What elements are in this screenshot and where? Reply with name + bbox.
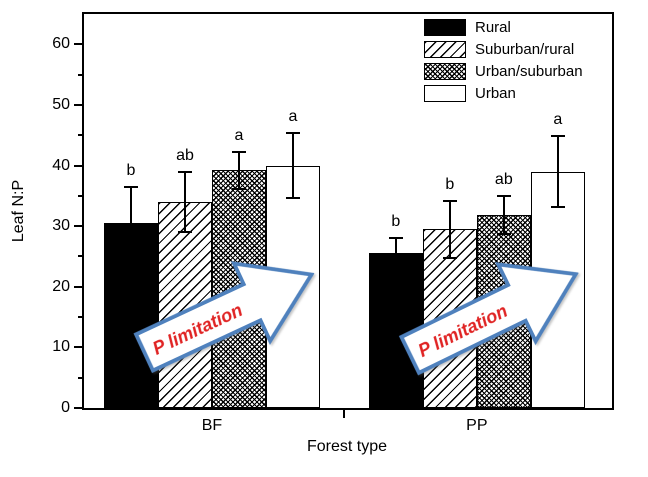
error-bar-cap-top <box>177 170 192 173</box>
arrow-shape <box>398 262 579 376</box>
y-axis-title: Leaf N:P <box>10 179 27 243</box>
legend-swatch-white <box>424 85 466 102</box>
y-minor-tick <box>78 73 82 76</box>
sig-letter: a <box>234 127 244 145</box>
x-minor-tick <box>343 410 346 418</box>
error-bar-cap-bottom <box>177 231 192 234</box>
category-label: BF <box>201 417 223 434</box>
p-limitation-arrow-bf: P limitation <box>133 261 315 374</box>
legend-label: Rural <box>475 19 511 36</box>
y-tick-label: 30 <box>52 217 70 235</box>
x-axis-title: Forest type <box>306 438 388 455</box>
legend-row: Urban <box>424 85 583 102</box>
error-bar-line <box>129 186 132 260</box>
error-bar-cap-top <box>231 151 246 154</box>
error-bar-cap-bottom <box>231 187 246 190</box>
legend-swatch-cross-hatch <box>424 63 466 80</box>
y-major-tick <box>74 43 82 46</box>
sig-letter: a <box>553 111 563 129</box>
sig-letter: b <box>126 161 136 179</box>
error-bar-line <box>183 171 186 233</box>
error-bar-line <box>556 136 559 207</box>
error-bar-cap-bottom <box>550 205 565 208</box>
y-major-tick <box>74 407 82 409</box>
y-major-tick <box>74 285 82 288</box>
p-limitation-arrow-pp: P limitation <box>398 262 579 376</box>
legend-label: Suburban/rural <box>475 41 575 58</box>
error-bar-cap-top <box>285 132 300 135</box>
error-bar-cap-bottom <box>442 256 457 259</box>
y-minor-tick <box>78 194 82 197</box>
legend-swatch-solid-black <box>424 19 466 36</box>
y-minor-tick <box>78 134 82 137</box>
y-tick-label: 60 <box>52 35 70 53</box>
error-bar-line <box>237 152 240 189</box>
error-bar-cap-bottom <box>496 233 511 236</box>
error-bar-cap-top <box>550 135 565 138</box>
legend-row: Urban/suburban <box>424 63 583 80</box>
arrow-shape <box>133 261 315 374</box>
y-tick-label: 50 <box>52 95 70 113</box>
y-tick-label: 10 <box>52 338 70 356</box>
error-bar-cap-top <box>442 199 457 202</box>
y-tick-label: 0 <box>61 399 70 416</box>
sig-letter: a <box>288 108 298 126</box>
y-major-tick <box>74 346 82 349</box>
y-minor-tick <box>78 255 82 258</box>
sig-letter: ab <box>176 146 194 164</box>
y-tick-label: 20 <box>52 277 70 295</box>
legend-row: Suburban/rural <box>424 41 583 58</box>
legend-label: Urban <box>475 85 516 102</box>
category-label: PP <box>466 417 488 434</box>
error-bar-line <box>291 133 294 198</box>
y-minor-tick <box>78 376 82 379</box>
y-tick-label: 40 <box>52 156 70 174</box>
legend-swatch-diagonal-hatch <box>424 41 466 58</box>
sig-letter: b <box>445 175 455 193</box>
error-bar-line <box>502 196 505 235</box>
error-bar-cap-bottom <box>388 268 403 271</box>
error-bar-cap-top <box>123 185 138 188</box>
sig-letter: b <box>391 212 401 230</box>
y-major-tick <box>74 225 82 228</box>
bar-diagonal-hatch-BF <box>157 201 212 408</box>
error-bar-cap-top <box>388 236 403 239</box>
error-bar-line <box>394 237 397 270</box>
error-bar-cap-top <box>496 195 511 198</box>
error-bar-cap-bottom <box>123 258 138 261</box>
legend-label: Urban/suburban <box>475 63 583 80</box>
error-bar-line <box>448 200 451 258</box>
y-major-tick <box>74 164 82 167</box>
legend: Rural Suburban/rural Urban/suburban Urban <box>424 19 583 107</box>
y-minor-tick <box>78 316 82 319</box>
sig-letter: ab <box>494 171 513 189</box>
error-bar-cap-bottom <box>285 196 300 199</box>
legend-row: Rural <box>424 19 583 36</box>
y-major-tick <box>74 103 82 106</box>
